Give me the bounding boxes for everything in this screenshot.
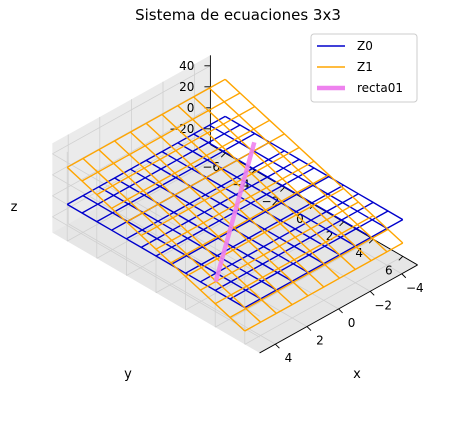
series-Z1-wireframe bbox=[66, 78, 404, 332]
x-tick-mark bbox=[338, 308, 343, 314]
legend-frame bbox=[310, 33, 418, 103]
grid-line bbox=[67, 223, 276, 345]
x-tick-mark bbox=[401, 273, 407, 279]
series-Z1-line bbox=[81, 92, 241, 182]
y-tick-label: 6 bbox=[385, 263, 393, 277]
x-tick-label: −4 bbox=[406, 281, 424, 295]
series-Z1-line bbox=[214, 215, 374, 305]
legend: Z0 Z1 recta01 bbox=[310, 33, 418, 103]
z-tick-label: −20 bbox=[169, 122, 194, 136]
x-tick-label: 2 bbox=[316, 334, 324, 348]
series-Z1-line bbox=[170, 174, 330, 264]
z-tick-label: 0 bbox=[187, 101, 195, 115]
series-Z1-line bbox=[126, 133, 285, 223]
series-recta01-line bbox=[213, 141, 257, 283]
y-tick-mark bbox=[220, 152, 226, 158]
series-Z0-line bbox=[66, 115, 226, 206]
series-Z0-line bbox=[229, 210, 389, 300]
y-axis-label: y bbox=[124, 367, 132, 382]
series-Z1-line bbox=[229, 228, 389, 319]
series-Z0-line bbox=[96, 132, 256, 223]
z-tick-label: 40 bbox=[179, 59, 194, 73]
y-tick-label: 4 bbox=[355, 246, 363, 260]
chart-title: Sistema de ecuaciones 3x3 bbox=[135, 6, 341, 24]
legend-label-recta01: recta01 bbox=[357, 81, 403, 95]
series-Z1-line bbox=[140, 146, 300, 237]
x-tick-mark bbox=[275, 343, 280, 349]
grid-line bbox=[52, 216, 260, 338]
series-Z0-line bbox=[170, 175, 330, 266]
x-tick-label: −2 bbox=[374, 298, 392, 312]
series-Z0-line bbox=[126, 150, 285, 240]
x-tick-mark bbox=[369, 291, 375, 296]
x-axis-label: x bbox=[353, 367, 361, 382]
grid-line bbox=[52, 128, 211, 218]
series-Z0-line bbox=[214, 201, 374, 292]
grid-line bbox=[52, 107, 211, 197]
series-Z1-line bbox=[200, 201, 359, 291]
plot-series bbox=[66, 78, 404, 332]
series-Z1-line bbox=[185, 187, 344, 278]
y-tick-label: 2 bbox=[326, 229, 334, 243]
y-tick-mark bbox=[398, 256, 404, 261]
y-tick-mark bbox=[368, 238, 374, 244]
legend-label-Z0: Z0 bbox=[357, 39, 373, 53]
series-Z1-line bbox=[66, 78, 226, 168]
z-axis-label: z bbox=[11, 200, 18, 215]
legend-label-Z1: Z1 bbox=[357, 60, 373, 74]
y-tick-mark bbox=[280, 187, 285, 192]
z-tick-label: 20 bbox=[179, 80, 194, 94]
y-tick-mark bbox=[339, 221, 344, 227]
series-Z1-line bbox=[111, 119, 270, 209]
grid-line bbox=[52, 65, 211, 155]
x-tick-label: 0 bbox=[348, 316, 356, 330]
series-Z0-line bbox=[140, 158, 300, 249]
x-tick-label: 4 bbox=[285, 351, 293, 365]
series-Z1-line bbox=[244, 242, 404, 332]
x-tick-mark bbox=[306, 326, 312, 331]
series-Z1-line bbox=[96, 105, 256, 196]
series-Z0-line bbox=[185, 184, 344, 274]
grid-line bbox=[52, 174, 260, 296]
